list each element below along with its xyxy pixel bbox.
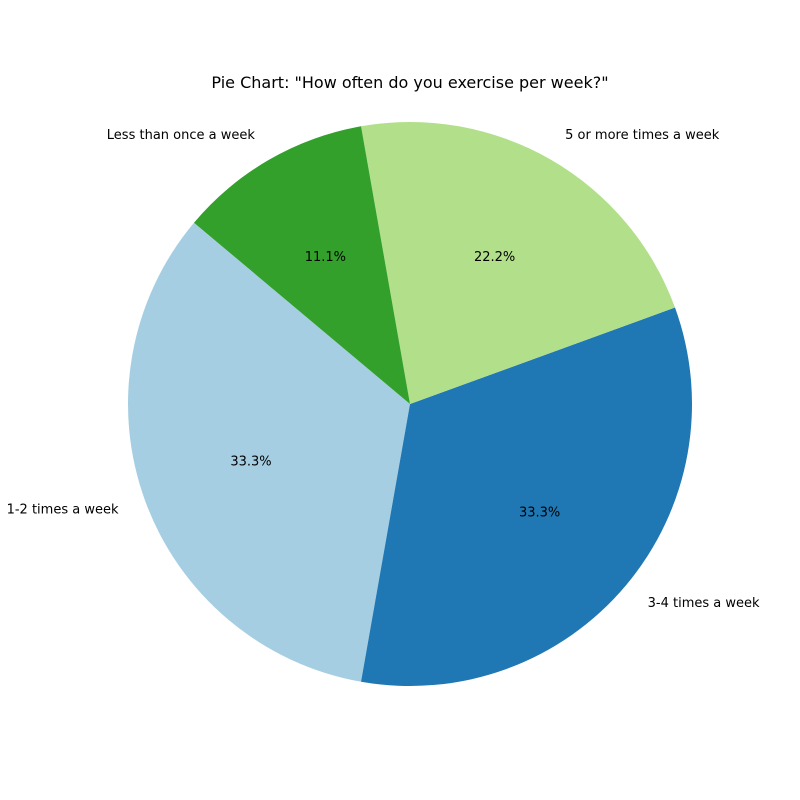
chart-title: Pie Chart: "How often do you exercise pe… [211,73,608,92]
slice-label-1-2-times-a-week: 1-2 times a week [7,503,119,518]
slice-percent-less-than-once-a-week: 11.1% [305,250,346,265]
slice-percent-3-4-times-a-week: 33.3% [519,505,560,520]
pie-slice-3-4-times-a-week [361,307,692,687]
slice-percent-1-2-times-a-week: 33.3% [230,454,271,469]
pie-slices [127,121,692,687]
pie-labels: 1-2 times a week 33.3% 3-4 times a week 33.… [7,128,760,611]
pie-slice-5-or-more-times-a-week [361,121,675,404]
slice-label-5-or-more-times-a-week: 5 or more times a week [565,128,720,143]
pie-slice-less-than-once-a-week [193,126,410,404]
slice-label-3-4-times-a-week: 3-4 times a week [648,596,760,611]
slice-label-less-than-once-a-week: Less than once a week [107,128,256,143]
slice-percent-5-or-more-times-a-week: 22.2% [474,250,515,265]
pie-slice-1-2-times-a-week [127,222,411,682]
